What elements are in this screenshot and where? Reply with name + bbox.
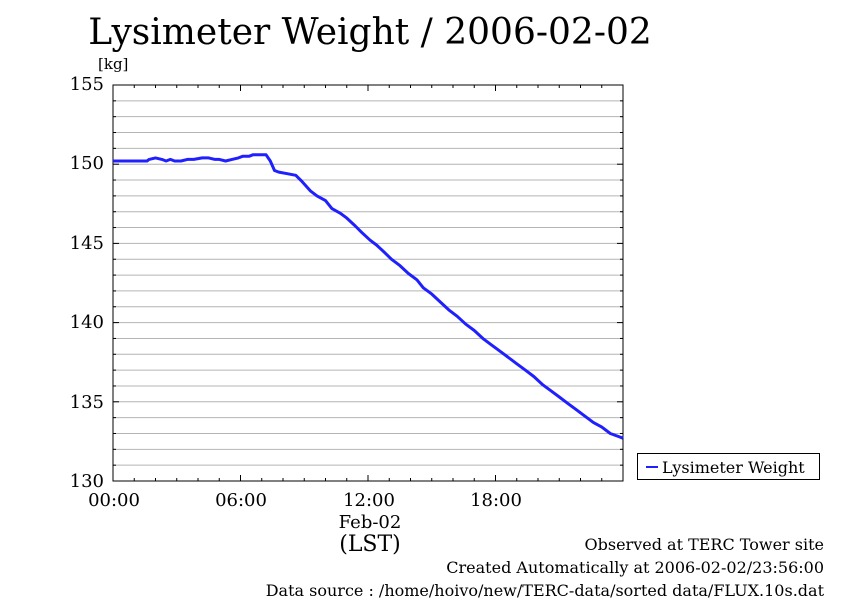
footer-created: Created Automatically at 2006-02-02/23:5… bbox=[446, 558, 824, 577]
x-tick-label: 00:00 bbox=[88, 490, 140, 511]
y-tick-label: 135 bbox=[69, 392, 104, 413]
y-tick-label: 155 bbox=[69, 74, 104, 95]
legend-swatch bbox=[646, 466, 658, 468]
tick-marks bbox=[112, 84, 624, 482]
legend-label: Lysimeter Weight bbox=[662, 458, 805, 477]
x-tick-label: 12:00 bbox=[343, 490, 395, 511]
legend: Lysimeter Weight bbox=[637, 453, 820, 480]
x-axis-timezone-label: (LST) bbox=[339, 532, 401, 557]
x-axis-date-label: Feb-02 bbox=[338, 512, 402, 533]
y-tick-label: 145 bbox=[69, 233, 104, 254]
grid-lines bbox=[113, 100, 623, 466]
series-line-lysimeter-weight bbox=[113, 153, 624, 440]
footer-observed: Observed at TERC Tower site bbox=[584, 535, 825, 554]
x-tick-label: 06:00 bbox=[215, 490, 267, 511]
chart-title: Lysimeter Weight / 2006-02-02 bbox=[88, 12, 652, 53]
y-tick-label: 150 bbox=[69, 153, 104, 174]
y-tick-label: 130 bbox=[69, 471, 104, 492]
x-tick-label: 18:00 bbox=[470, 490, 522, 511]
footer-source: Data source : /home/hoivo/new/TERC-data/… bbox=[265, 581, 824, 600]
y-axis-unit: [kg] bbox=[98, 55, 129, 73]
plot-frame bbox=[112, 84, 624, 482]
y-tick-label: 140 bbox=[69, 312, 104, 333]
